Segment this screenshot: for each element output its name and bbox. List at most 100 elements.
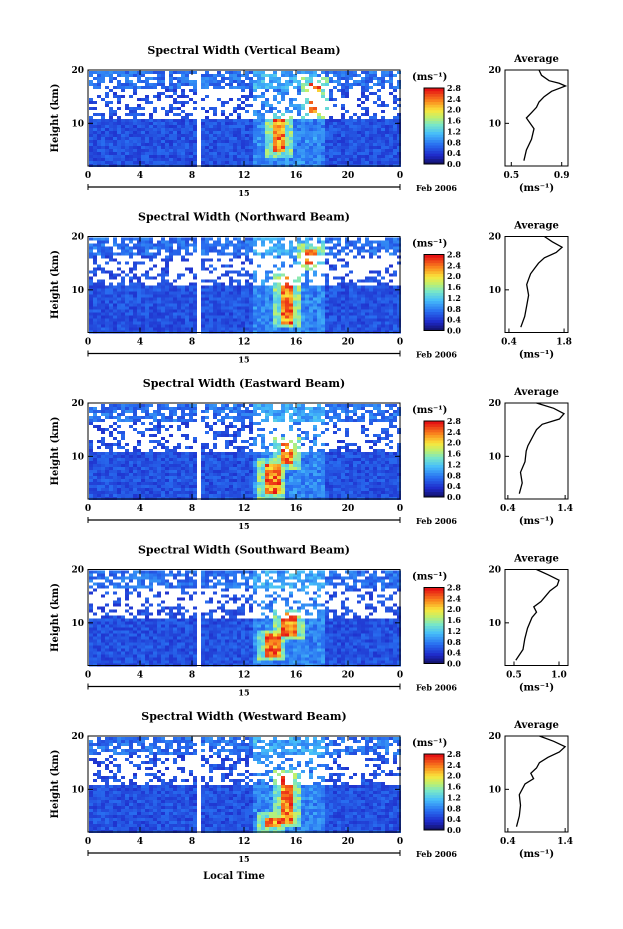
heatmap-cell [173, 464, 177, 467]
heatmap-cell [133, 413, 137, 416]
heatmap-cell [345, 303, 349, 307]
heatmap-cell [309, 324, 313, 328]
heatmap-cell [193, 327, 197, 331]
heatmap-cell [293, 107, 297, 110]
heatmap-cell [101, 467, 105, 470]
heatmap-cell [341, 279, 345, 283]
heatmap-cell [361, 285, 365, 289]
heatmap-cell [269, 270, 273, 274]
heatmap-cell [133, 479, 137, 482]
heatmap-cell [261, 255, 265, 259]
heatmap-cell [225, 327, 229, 331]
heatmap-cell [237, 482, 241, 485]
heatmap-cell [285, 146, 289, 149]
heatmap-cell [133, 327, 137, 331]
heatmap-cell [217, 258, 221, 262]
heatmap-cell [185, 479, 189, 482]
heatmap-cell [125, 407, 129, 410]
heatmap-cell [245, 407, 249, 410]
colorbar-swatch [424, 314, 444, 318]
heatmap-cell [241, 461, 245, 464]
heatmap-cell [297, 104, 301, 107]
heatmap-cell [305, 279, 309, 283]
heatmap-cell [357, 104, 361, 107]
heatmap-cell [241, 131, 245, 134]
heatmap-cell [93, 410, 97, 413]
heatmap-cell [225, 146, 229, 149]
heatmap-cell [377, 125, 381, 128]
heatmap-cell [209, 161, 213, 164]
heatmap-cell [233, 270, 237, 274]
heatmap-cell [101, 413, 105, 416]
heatmap-cell [337, 131, 341, 134]
heatmap-cell [101, 321, 105, 325]
heatmap-cell [269, 479, 273, 482]
heatmap-cell [261, 455, 265, 458]
heatmap-cell [209, 119, 213, 122]
heatmap-cell [141, 158, 145, 161]
heatmap-cell [89, 306, 93, 310]
heatmap-cell [301, 243, 305, 247]
heatmap-cell [281, 327, 285, 331]
heatmap-cell [309, 237, 313, 241]
heatmap-cell [141, 122, 145, 125]
heatmap-cell [249, 131, 253, 134]
heatmap-cell [349, 306, 353, 310]
heatmap-cell [201, 470, 205, 473]
heatmap-cell [245, 71, 249, 74]
heatmap-cell [133, 92, 137, 95]
heatmap-cell [181, 110, 185, 113]
heatmap-cell [369, 252, 373, 256]
heatmap-cell [321, 143, 325, 146]
colorbar-swatch [424, 319, 444, 323]
heatmap-cell [205, 237, 209, 241]
heatmap-cell [321, 291, 325, 295]
heatmap-cell [345, 74, 349, 77]
heatmap-cell [93, 273, 97, 277]
heatmap-cell [317, 149, 321, 152]
heatmap-cell [189, 83, 193, 86]
heatmap-cell [145, 252, 149, 256]
heatmap-cell [141, 291, 145, 295]
heatmap-cell [229, 276, 233, 280]
heatmap-cell [173, 455, 177, 458]
heatmap-cell [265, 270, 269, 274]
heatmap-cell [229, 86, 233, 89]
heatmap-cell [113, 158, 117, 161]
heatmap-cell [161, 482, 165, 485]
heatmap-cell [245, 440, 249, 443]
heatmap-cell [189, 140, 193, 143]
heatmap-cell [193, 404, 197, 407]
heatmap-cell [377, 249, 381, 253]
heatmap-cell [217, 98, 221, 101]
heatmap-cell [109, 107, 113, 110]
heatmap-cell [253, 149, 257, 152]
heatmap-cell [209, 494, 213, 497]
heatmap-cell [125, 113, 129, 116]
heatmap-cell [385, 134, 389, 137]
heatmap-cell [277, 291, 281, 295]
heatmap-cell [241, 107, 245, 110]
heatmap-cell [345, 71, 349, 74]
heatmap-cell [329, 137, 333, 140]
heatmap-cell [181, 134, 185, 137]
heatmap-cell [333, 104, 337, 107]
heatmap-cell [161, 291, 165, 295]
heatmap-cell [389, 291, 393, 295]
heatmap-cell [261, 92, 265, 95]
heatmap-cell [145, 155, 149, 158]
heatmap-cell [253, 404, 257, 407]
heatmap-cell [153, 83, 157, 86]
heatmap-cell [337, 140, 341, 143]
heatmap-cell [229, 149, 233, 152]
heatmap-cell [229, 119, 233, 122]
y-axis-label: Height (km) [50, 250, 61, 319]
heatmap-cell [165, 113, 169, 116]
heatmap-cell [333, 140, 337, 143]
heatmap-cell [137, 294, 141, 298]
heatmap-cell [121, 306, 125, 310]
heatmap-cell [189, 80, 193, 83]
heatmap-cell [149, 131, 153, 134]
heatmap-cell [193, 273, 197, 277]
colorbar-swatch [424, 273, 444, 277]
